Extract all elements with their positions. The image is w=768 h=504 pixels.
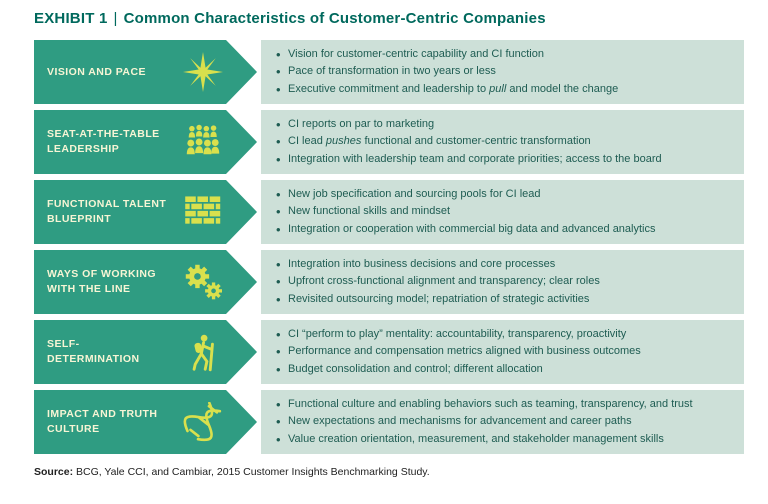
bullet-list: Integration into business decisions and … [276,254,600,310]
title-text: Common Characteristics of Customer-Centr… [123,10,546,27]
bullets-panel: Functional culture and enabling behavior… [261,390,744,454]
characteristics-list: VISION AND PACE Vision for customer-cent… [34,40,744,454]
source-text: BCG, Yale CCI, and Cambiar, 2015 Custome… [73,466,430,478]
category-label: WAYS OF WORKING WITH THE LINE [47,268,157,295]
bullet-list: CI reports on par to marketing CI lead p… [276,114,662,170]
source-note: Source: BCG, Yale CCI, and Cambiar, 2015… [34,466,744,478]
bullet-item: CI reports on par to marketing [276,116,662,134]
page-title: EXHIBIT 1 | Common Characteristics of Cust… [34,10,744,27]
bullet-item: Vision for customer-centric capability a… [276,46,618,64]
exhibit-page: EXHIBIT 1 | Common Characteristics of Cust… [0,0,768,478]
row-seat-at-the-table-leadership: SEAT-AT-THE-TABLE LEADERSHIP [34,110,744,174]
bullet-item: Upfront cross-functional alignment and t… [276,273,600,291]
gears-icon [181,260,225,304]
exhibit-number: EXHIBIT 1 [34,10,108,27]
row-vision-and-pace: VISION AND PACE Vision for customer-cent… [34,40,744,104]
row-self-determination: SELF-DETERMINATION [34,320,744,384]
bullet-list: New job specification and sourcing pools… [276,184,656,240]
category-arrow: WAYS OF WORKING WITH THE LINE [34,250,257,314]
bullet-item: Functional culture and enabling behavior… [276,396,693,414]
row-ways-of-working-with-the-line: WAYS OF WORKING WITH THE LINE [34,250,744,314]
bullet-item: Value creation orientation, measurement,… [276,431,693,449]
bullet-item: Integration into business decisions and … [276,256,600,274]
bullets-panel: Integration into business decisions and … [261,250,744,314]
brick-wall-icon [181,190,225,234]
category-label: FUNCTIONAL TALENT BLUEPRINT [47,198,167,225]
bullet-item: Pace of transformation in two years or l… [276,63,618,81]
category-arrow: SEAT-AT-THE-TABLE LEADERSHIP [34,110,257,174]
bullet-item: CI “perform to play” mentality: accounta… [276,326,641,344]
bullet-item: Integration with leadership team and cor… [276,151,662,169]
category-label: SELF-DETERMINATION [47,338,140,365]
category-label: VISION AND PACE [47,65,146,78]
row-impact-and-truth-culture: IMPACT AND TRUTH CULTURE F [34,390,744,454]
bullets-panel: New job specification and sourcing pools… [261,180,744,244]
bullet-item: Integration or cooperation with commerci… [276,221,656,239]
category-arrow: IMPACT AND TRUTH CULTURE [34,390,257,454]
category-arrow: FUNCTIONAL TALENT BLUEPRINT [34,180,257,244]
category-label: SEAT-AT-THE-TABLE LEADERSHIP [47,128,160,155]
category-arrow: SELF-DETERMINATION [34,320,257,384]
dna-icon [181,400,225,444]
people-crowd-icon [181,120,225,164]
hiker-icon [181,330,225,374]
bullet-list: Functional culture and enabling behavior… [276,394,693,450]
bullet-list: CI “perform to play” mentality: accounta… [276,324,641,380]
row-functional-talent-blueprint: FUNCTIONAL TALENT BLUEPRINT New job spec… [34,180,744,244]
bullet-item: Revisited outsourcing model; repatriatio… [276,291,600,309]
title-separator: | [113,10,118,27]
bullets-panel: Vision for customer-centric capability a… [261,40,744,104]
bullet-item: Budget consolidation and control; differ… [276,361,641,379]
source-label: Source: [34,466,74,478]
bullet-item: New job specification and sourcing pools… [276,186,656,204]
starburst-icon [181,50,225,94]
bullets-panel: CI reports on par to marketing CI lead p… [261,110,744,174]
bullet-item: New expectations and mechanisms for adva… [276,413,693,431]
bullets-panel: CI “perform to play” mentality: accounta… [261,320,744,384]
bullet-item: New functional skills and mindset [276,203,656,221]
category-label: IMPACT AND TRUTH CULTURE [47,408,158,435]
bullet-list: Vision for customer-centric capability a… [276,44,618,100]
bullet-item: Executive commitment and leadership to p… [276,81,618,99]
category-arrow: VISION AND PACE [34,40,257,104]
bullet-item: Performance and compensation metrics ali… [276,343,641,361]
bullet-item: CI lead pushes functional and customer-c… [276,133,662,151]
